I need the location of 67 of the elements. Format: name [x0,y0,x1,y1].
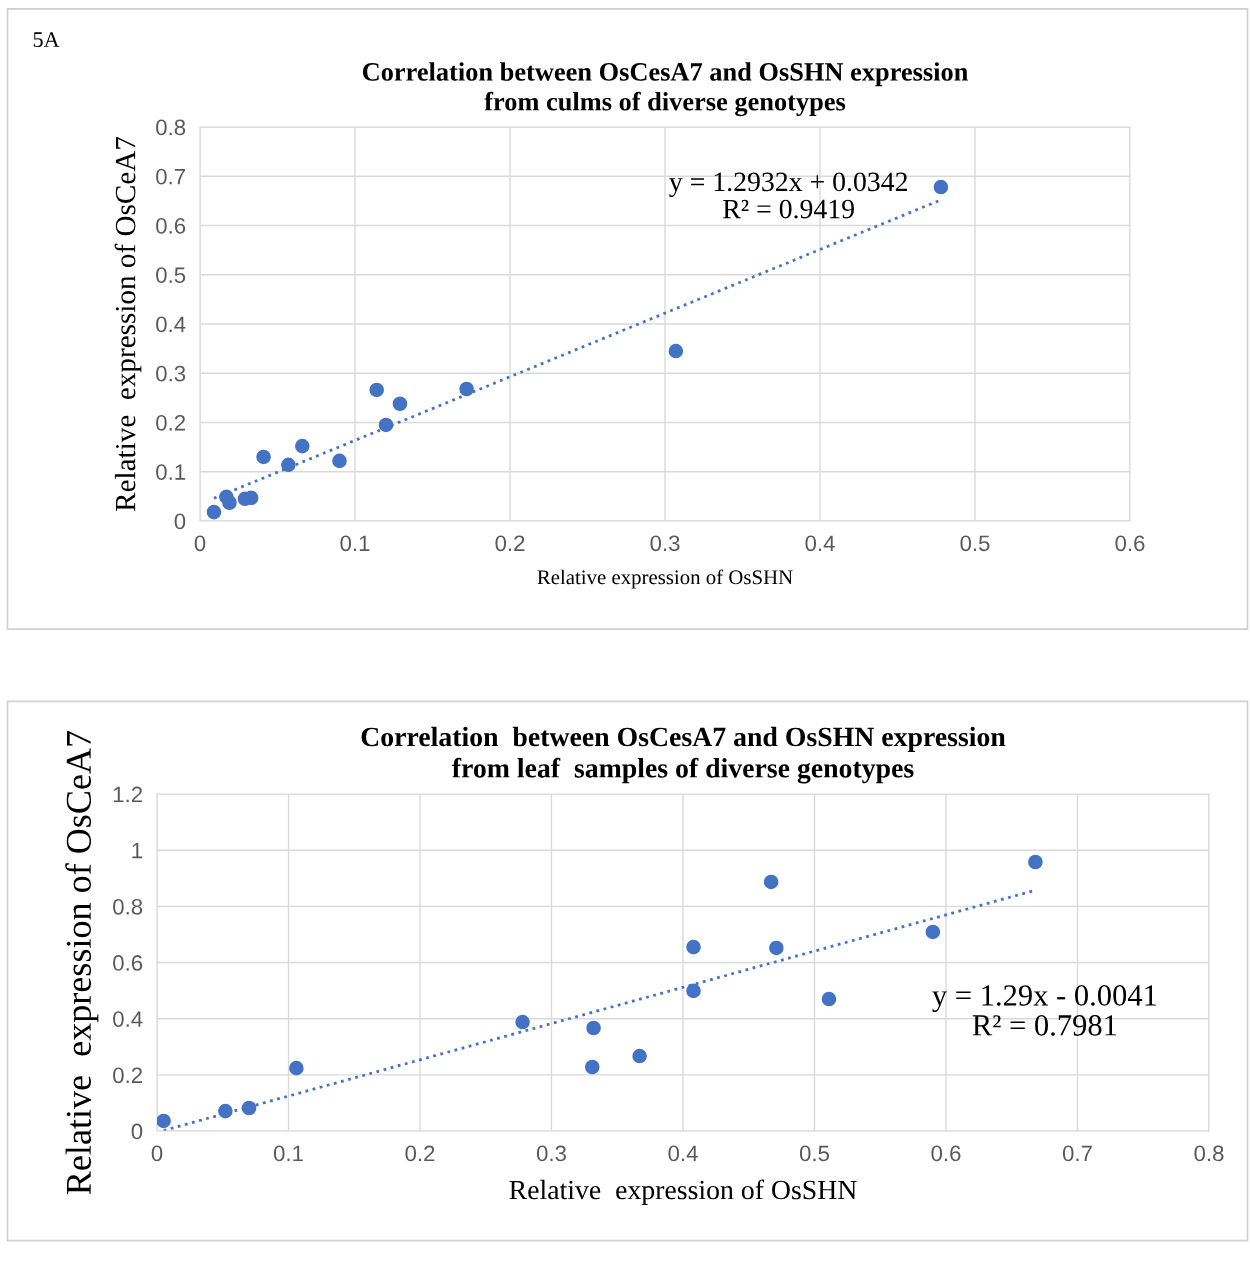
point [632,1048,647,1064]
point [459,381,474,397]
y-axis-title: Relative expression of OsCeA7 [114,136,142,512]
point [369,382,384,398]
point [584,1059,600,1075]
x-tick-label: 0.3 [650,535,680,552]
x-tick-label: 0.3 [536,1145,566,1162]
y-tick-label: 0.4 [156,316,186,333]
point [586,1020,601,1036]
point [763,874,779,890]
y-tick-label: 1 [132,842,143,859]
x-tick-label: 0.5 [799,1145,830,1162]
point [332,453,347,469]
y-tick-label: 0.8 [156,119,186,136]
point [686,939,701,955]
point [933,179,949,195]
chart-title: Correlation between OsCesA7 and OsSHN expression from culms of diverse genotypes [362,62,968,117]
point [378,417,394,433]
point [222,495,237,511]
x-tick-label: 0.7 [1062,1145,1092,1162]
x-axis-title: Relative expression of OsSHN [537,569,793,589]
x-tick-label: 0.4 [805,535,835,552]
x-tick-label: 0 [194,535,206,552]
y-tick-label: 1.2 [113,786,142,803]
point [515,1014,530,1030]
point [1028,854,1043,870]
point [157,1113,171,1129]
point [925,924,941,940]
point [392,396,408,412]
y-tick-label: 0.1 [156,464,186,480]
point [206,504,222,520]
point [241,1100,257,1116]
point [686,983,701,999]
point [218,1103,233,1119]
text: 5A [33,32,60,48]
y-tick-label: 0.4 [113,1011,143,1027]
y-axis-title: Relative expression of OsCeA7 [65,730,99,1195]
point [289,1060,304,1076]
annotation: y = 1.29x - 0.0041 R² = 0.7981 [932,985,1157,1036]
x-tick-label: 0.4 [668,1145,698,1162]
chart-title: Correlation between OsCesA7 and OsSHN expression from leaf samples of diverse genotypes [361,726,1006,784]
point [256,449,271,465]
point [281,457,296,473]
x-tick-label: 0.2 [495,535,525,552]
point [295,438,310,454]
x-tick-label: 0.1 [273,1145,303,1162]
x-tick-label: 0.8 [1194,1145,1224,1162]
y-tick-label: 0.6 [156,218,186,234]
point [769,940,784,956]
y-tick-label: 0.2 [113,1067,142,1084]
point [668,343,684,359]
point [821,991,837,1007]
y-tick-label: 0.8 [113,898,143,915]
y-tick-label: 0 [131,1123,143,1140]
x-tick-label: 0.5 [960,535,990,552]
x-tick-label: 0.2 [405,1145,435,1162]
y-tick-label: 0.3 [156,365,186,382]
x-tick-label: 0.1 [340,535,370,552]
y-tick-label: 0.7 [156,168,185,185]
annotation: y = 1.2932x + 0.0342 R² = 0.9419 [669,172,907,219]
x-axis-title: Relative expression of OsSHN [509,1179,857,1206]
y-tick-label: 0.5 [156,267,186,283]
x-tick-label: 0.6 [931,1145,961,1162]
y-tick-label: 0.6 [113,955,143,971]
y-tick-label: 0.2 [156,415,185,431]
y-tick-label: 0 [174,513,186,530]
x-tick-label: 0.6 [1115,535,1145,552]
